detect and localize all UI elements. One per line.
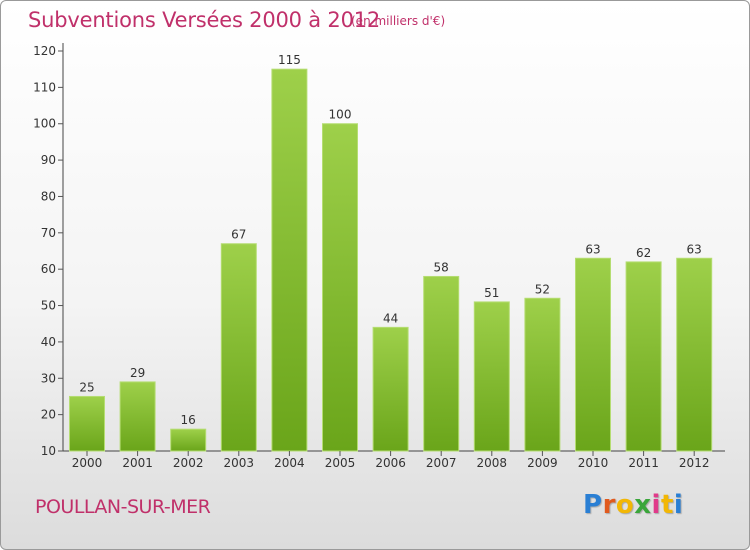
x-tick-label: 2007 <box>426 456 457 470</box>
x-tick-label: 2012 <box>679 456 710 470</box>
x-tick-label: 2000 <box>72 456 103 470</box>
logo-letter: x <box>634 490 652 520</box>
unit-note: (en milliers d'€) <box>351 14 446 28</box>
bar <box>372 326 409 452</box>
x-tick-label: 2005 <box>325 456 356 470</box>
bar <box>220 243 257 452</box>
commune-name: POULLAN-SUR-MER <box>35 496 211 518</box>
bar <box>524 297 561 452</box>
x-tick-label: 2009 <box>527 456 558 470</box>
y-tick-label: 10 <box>41 444 56 458</box>
x-tick-label: 2004 <box>274 456 305 470</box>
bar <box>322 123 358 452</box>
y-tick-label: 60 <box>41 262 56 276</box>
x-tick-label: 2011 <box>628 456 659 470</box>
bar <box>575 257 611 452</box>
chart-title: Subventions Versées 2000 à 2012 <box>28 8 381 32</box>
bar <box>271 68 308 452</box>
bar-value-label: 62 <box>636 246 651 260</box>
bar-value-label: 63 <box>585 242 600 256</box>
bar <box>119 381 156 452</box>
proxiti-logo: Proxiti <box>583 490 683 520</box>
y-tick-label: 120 <box>33 44 56 58</box>
y-tick-label: 90 <box>41 153 56 167</box>
logo-letter: i <box>651 490 661 520</box>
y-tick-label: 30 <box>41 371 56 385</box>
logo-letter: r <box>602 490 616 520</box>
x-tick-label: 2001 <box>122 456 153 470</box>
x-tick-label: 2008 <box>477 456 508 470</box>
bar-value-label: 29 <box>130 366 145 380</box>
bar-value-label: 100 <box>329 108 352 122</box>
y-tick-label: 20 <box>41 408 56 422</box>
y-tick-label: 40 <box>41 335 56 349</box>
x-tick-label: 2010 <box>578 456 609 470</box>
bar <box>170 428 207 452</box>
bar <box>423 275 460 452</box>
bar-value-label: 58 <box>434 260 449 274</box>
bar-value-label: 16 <box>181 413 196 427</box>
bar <box>676 257 713 452</box>
x-tick-label: 2003 <box>224 456 255 470</box>
logo-letter: P <box>583 490 603 520</box>
bar-value-label: 51 <box>484 286 499 300</box>
bar-value-label: 63 <box>687 242 702 256</box>
y-tick-label: 50 <box>41 299 56 313</box>
bar-value-label: 115 <box>278 53 301 67</box>
y-tick-label: 100 <box>33 117 56 131</box>
x-tick-label: 2002 <box>173 456 204 470</box>
logo-letter: o <box>615 490 635 520</box>
bar-value-label: 25 <box>79 380 94 394</box>
bar-value-label: 67 <box>231 228 246 242</box>
logo-letter: i <box>673 490 684 520</box>
bar-value-label: 52 <box>535 282 550 296</box>
logo-letter: t <box>660 490 674 520</box>
y-tick-label: 70 <box>41 226 56 240</box>
y-tick-label: 110 <box>33 80 56 94</box>
bar <box>473 301 510 452</box>
x-tick-label: 2006 <box>375 456 406 470</box>
bar-value-label: 44 <box>383 311 398 325</box>
bar <box>69 395 105 452</box>
bar <box>625 261 662 452</box>
y-tick-label: 80 <box>41 189 56 203</box>
